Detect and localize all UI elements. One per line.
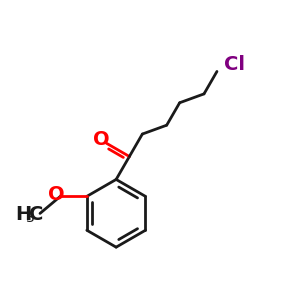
Text: C: C: [29, 205, 44, 224]
Text: Cl: Cl: [224, 56, 245, 74]
Text: O: O: [93, 130, 110, 149]
Text: 3: 3: [26, 211, 35, 225]
Text: H: H: [16, 206, 32, 224]
Text: O: O: [48, 184, 64, 203]
